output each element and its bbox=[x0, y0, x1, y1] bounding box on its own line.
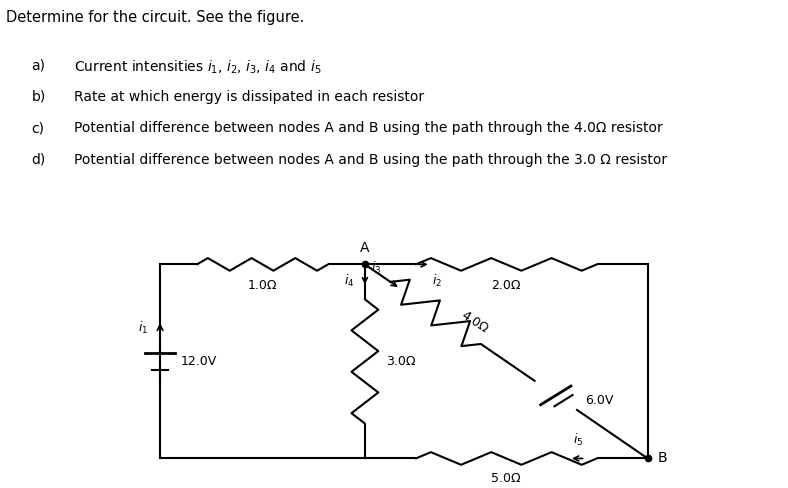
Text: B: B bbox=[657, 451, 667, 466]
Text: 3.0Ω: 3.0Ω bbox=[386, 355, 415, 368]
Text: $i_1$: $i_1$ bbox=[138, 320, 148, 336]
Text: d): d) bbox=[32, 153, 46, 167]
Text: c): c) bbox=[32, 122, 44, 135]
Text: 5.0Ω: 5.0Ω bbox=[492, 472, 521, 485]
Text: $i_2$: $i_2$ bbox=[432, 273, 442, 289]
Text: a): a) bbox=[32, 58, 45, 72]
Text: 4.0Ω: 4.0Ω bbox=[459, 308, 491, 335]
Text: $i_4$: $i_4$ bbox=[344, 273, 355, 289]
Text: $i_5$: $i_5$ bbox=[573, 432, 583, 448]
Text: 1.0Ω: 1.0Ω bbox=[247, 279, 277, 292]
Text: Potential difference between nodes A and B using the path through the 4.0Ω resis: Potential difference between nodes A and… bbox=[74, 122, 663, 135]
Text: Rate at which energy is dissipated in each resistor: Rate at which energy is dissipated in ea… bbox=[74, 90, 425, 104]
Text: 12.0V: 12.0V bbox=[181, 355, 217, 368]
Text: Potential difference between nodes A and B using the path through the 3.0 Ω resi: Potential difference between nodes A and… bbox=[74, 153, 667, 167]
Text: b): b) bbox=[32, 90, 46, 104]
Text: 2.0Ω: 2.0Ω bbox=[492, 279, 521, 292]
Text: $i_3$: $i_3$ bbox=[371, 260, 381, 276]
Text: A: A bbox=[360, 241, 370, 255]
Text: Determine for the circuit. See the figure.: Determine for the circuit. See the figur… bbox=[6, 10, 304, 25]
Text: Current intensities $i_1$, $i_2$, $i_3$, $i_4$ and $i_5$: Current intensities $i_1$, $i_2$, $i_3$,… bbox=[74, 58, 322, 76]
Text: 6.0V: 6.0V bbox=[585, 394, 614, 407]
